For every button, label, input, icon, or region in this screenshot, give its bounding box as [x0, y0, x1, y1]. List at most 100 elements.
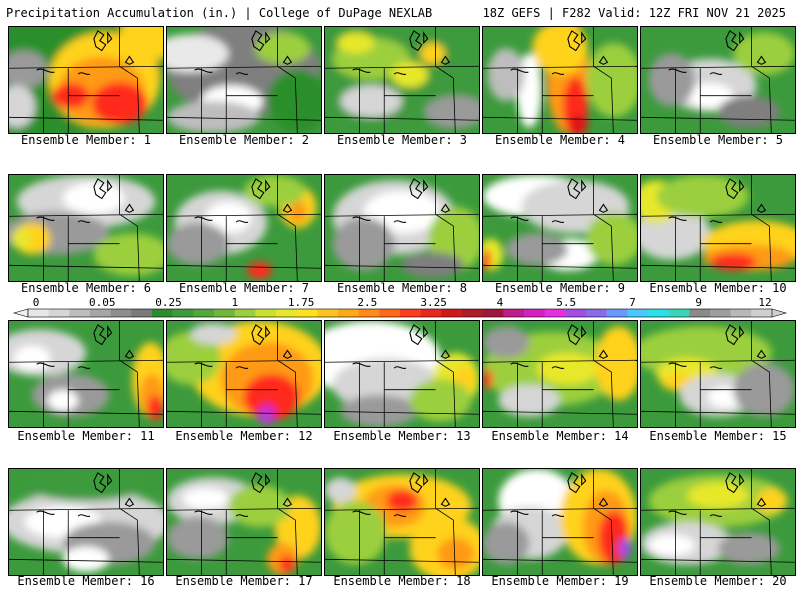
colorbar-swatch [69, 309, 91, 317]
lake-outline [409, 30, 423, 52]
ensemble-member-map-14[interactable] [482, 320, 638, 428]
ensemble-member-map-5[interactable] [640, 26, 796, 134]
ensemble-member-map-17[interactable] [166, 468, 322, 576]
lake-outline [251, 30, 265, 52]
state-borders [9, 321, 163, 427]
precip-contour [279, 555, 295, 573]
lake-outline [423, 325, 429, 339]
state-borders [9, 469, 163, 575]
precip-contour [244, 374, 300, 421]
precip-contour [182, 488, 229, 510]
state-border-line [641, 116, 795, 121]
lake-outline [36, 510, 55, 516]
precip-field [325, 175, 479, 281]
ensemble-member-map-19[interactable] [482, 468, 638, 576]
state-border-line [9, 65, 163, 69]
colorbar-outline [27, 308, 773, 318]
ensemble-member-map-20[interactable] [640, 468, 796, 576]
lake-outline [77, 366, 91, 370]
state-border-line [483, 264, 637, 269]
state-border-line [167, 410, 321, 415]
precip-contour [718, 532, 780, 565]
state-borders [167, 321, 321, 427]
state-borders [167, 469, 321, 575]
colorbar-swatch [90, 309, 111, 317]
state-border-line [593, 507, 614, 575]
ensemble-member-label: Ensemble Member: 3 [336, 133, 468, 147]
colorbar-swatch [234, 309, 256, 317]
ensemble-member-label: Ensemble Member: 7 [178, 281, 310, 295]
state-border-line [483, 116, 637, 121]
ensemble-member-map-11[interactable] [8, 320, 164, 428]
state-border-line [593, 65, 614, 133]
ensemble-member-label: Ensemble Member: 15 [649, 429, 787, 443]
lake-outline [282, 349, 293, 359]
lake-outline [235, 220, 249, 224]
state-border-line [641, 410, 795, 415]
ensemble-member-map-2[interactable] [166, 26, 322, 134]
lake-outline [598, 497, 609, 507]
state-border-line [593, 359, 614, 427]
lake-outline [709, 220, 723, 224]
colorbar-min-arrow [12, 308, 29, 318]
precip-contour [205, 201, 252, 234]
colorbar-swatch [131, 309, 153, 317]
lake-outline [668, 362, 687, 368]
colorbar-tick-label: 2.5 [357, 296, 377, 309]
precip-contour [247, 261, 272, 279]
precipitation-colorbar: 0 0.05 0.25 1 1.75 2.5 3.25 4 5.5 7 9 12 [12, 296, 788, 318]
ensemble-member-map-7[interactable] [166, 174, 322, 282]
ensemble-member-label: Ensemble Member: 11 [17, 429, 155, 443]
lake-outline [77, 220, 91, 224]
precip-contour [62, 546, 110, 572]
state-borders [325, 321, 479, 427]
ensemble-member-map-15[interactable] [640, 320, 796, 428]
state-border-line [9, 558, 163, 563]
ensemble-member-map-1[interactable] [8, 26, 164, 134]
precip-contour [420, 42, 446, 65]
lake-outline [598, 349, 609, 359]
state-border-line [325, 359, 479, 363]
ensemble-member-map-18[interactable] [324, 468, 480, 576]
ensemble-member-map-9[interactable] [482, 174, 638, 282]
state-border-line [435, 213, 456, 281]
lake-outline [265, 31, 271, 45]
lake-outline [725, 178, 739, 200]
lake-outline [567, 178, 581, 200]
state-border-line [483, 507, 637, 511]
precip-contour [267, 69, 321, 133]
lake-outline [251, 324, 265, 346]
ensemble-member-map-8[interactable] [324, 174, 480, 282]
state-borders [641, 27, 795, 133]
colorbar-tick-label: 12 [758, 296, 771, 309]
precip-contour [147, 395, 163, 421]
lake-outline [709, 366, 723, 370]
state-border-line [483, 359, 637, 363]
ensemble-member-map-10[interactable] [640, 174, 796, 282]
precip-contour [340, 85, 402, 118]
lake-outline [440, 55, 451, 65]
precip-contour [595, 326, 637, 401]
ensemble-member-map-4[interactable] [482, 26, 638, 134]
ensemble-member-map-6[interactable] [8, 174, 164, 282]
colorbar-max-arrow [771, 308, 788, 318]
ensemble-member-map-16[interactable] [8, 468, 164, 576]
colorbar-swatch [751, 309, 773, 317]
ensemble-member-map-13[interactable] [324, 320, 480, 428]
lake-outline [352, 216, 371, 222]
state-border-line [435, 359, 456, 427]
precip-contour [756, 488, 788, 514]
precip-contour [228, 484, 291, 528]
precip-contour [190, 323, 237, 345]
precip-contour [9, 50, 48, 89]
state-border-line [483, 558, 637, 563]
ensemble-member-map-12[interactable] [166, 320, 322, 428]
precip-field [167, 469, 321, 575]
ensemble-member-map-3[interactable] [324, 26, 480, 134]
colorbar-swatch [606, 309, 628, 317]
lake-outline [756, 497, 767, 507]
precip-field [641, 469, 795, 575]
colorbar-swatch [730, 309, 752, 317]
state-border-line [119, 359, 140, 427]
precip-contour [391, 61, 429, 88]
